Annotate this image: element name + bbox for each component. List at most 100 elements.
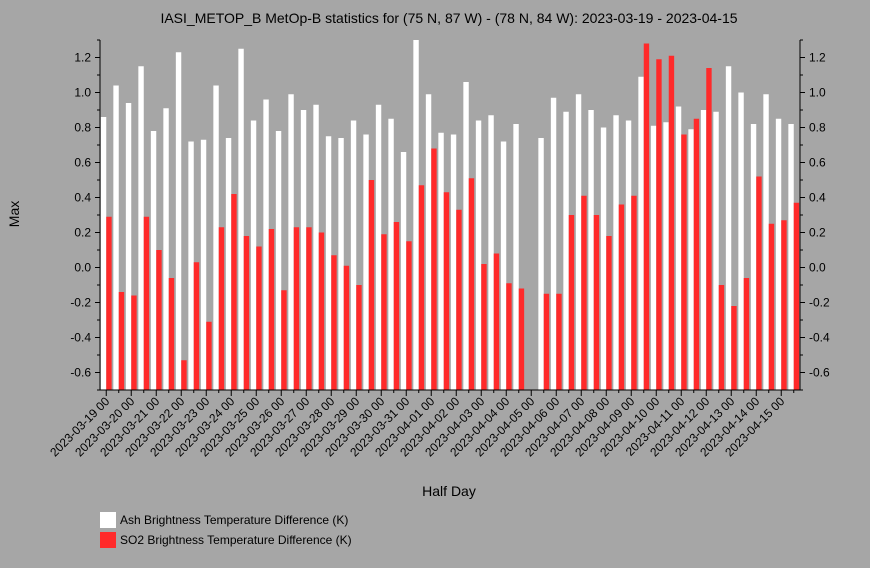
ash-bar-36 (550, 97, 557, 390)
ash-bar-52 (750, 124, 757, 390)
ash-bar-2 (125, 103, 132, 390)
so2-bar-38 (581, 195, 587, 390)
so2-bar-21 (368, 180, 375, 390)
ash-bar-18 (325, 136, 332, 390)
ash-bar-40 (600, 127, 607, 390)
so2-bar-8 (206, 321, 212, 390)
ash-bar-13 (263, 99, 269, 390)
chart-title: IASI_METOP_B MetOp-B statistics for (75 … (160, 10, 737, 26)
ash-bar-29 (463, 82, 469, 390)
so2-bar-31 (493, 253, 500, 390)
so2-bar-39 (593, 215, 600, 390)
so2-bar-14 (281, 290, 287, 390)
legend-item-so2: SO2 Brightness Temperature Difference (K… (100, 532, 352, 548)
ash-bar-45 (663, 122, 669, 390)
ash-bar-47 (688, 129, 694, 390)
so2-bar-24 (406, 241, 412, 390)
ash-bar-8 (200, 139, 207, 390)
y-tick-label-right-4: 0.2 (809, 226, 826, 240)
so2-bar-53 (768, 223, 775, 390)
y-tick-label-right-7: 0.8 (809, 121, 826, 135)
so2-bar-6 (181, 360, 187, 390)
so2-bar-3 (143, 216, 150, 390)
so2-bar-36 (556, 293, 562, 390)
so2-bar-29 (468, 178, 475, 390)
ash-bar-54 (775, 118, 782, 390)
ash-bar-21 (363, 134, 369, 390)
so2-bar-43 (643, 43, 650, 390)
so2-bar-41 (618, 204, 625, 390)
ash-bar-20 (350, 120, 357, 390)
ash-bar-39 (588, 110, 594, 390)
ash-bar-6 (175, 52, 182, 390)
ash-bar-14 (275, 131, 282, 390)
ash-bar-32 (500, 141, 507, 390)
ash-bar-10 (225, 138, 232, 390)
ash-bar-24 (400, 152, 407, 390)
so2-bar-45 (668, 55, 675, 390)
legend-label-so2: SO2 Brightness Temperature Difference (K… (120, 533, 352, 547)
so2-bar-10 (231, 194, 237, 390)
ash-bar-37 (563, 111, 569, 390)
so2-bar-35 (543, 293, 550, 390)
legend-item-ash: Ash Brightness Temperature Difference (K… (100, 512, 348, 528)
ash-bar-38 (575, 94, 582, 390)
so2-bar-23 (393, 222, 400, 390)
ash-bar-0 (100, 117, 107, 390)
y-tick-label-left-3: 0.0 (74, 261, 91, 275)
ash-bar-33 (513, 124, 519, 390)
so2-bar-0 (106, 216, 112, 390)
so2-bar-18 (331, 255, 337, 390)
ash-bar-30 (475, 120, 482, 390)
so2-bar-7 (193, 262, 200, 390)
ash-bar-22 (375, 104, 382, 390)
ash-bar-49 (713, 111, 719, 390)
so2-bar-40 (606, 236, 612, 390)
ash-bar-4 (150, 131, 157, 390)
so2-bar-4 (156, 250, 162, 390)
y-axis-label: Max (6, 201, 22, 227)
so2-bar-15 (293, 227, 300, 390)
ash-bar-35 (538, 138, 544, 390)
so2-bar-1 (118, 292, 125, 390)
y-tick-label-right-5: 0.4 (809, 191, 826, 205)
legend-label-ash: Ash Brightness Temperature Difference (K… (120, 513, 349, 527)
so2-bar-54 (781, 220, 787, 390)
bars-group (100, 40, 800, 390)
so2-bar-13 (268, 229, 275, 390)
so2-bar-30 (481, 264, 487, 390)
y-tick-label-right-1: -0.4 (809, 331, 830, 345)
y-tick-label-right-9: 1.2 (809, 51, 826, 65)
ash-bar-31 (488, 115, 494, 390)
so2-bar-52 (756, 176, 762, 390)
y-tick-label-left-1: -0.4 (70, 331, 91, 345)
legend-swatch-so2 (100, 532, 116, 548)
so2-bar-19 (343, 265, 350, 390)
ash-bar-5 (163, 108, 169, 390)
so2-bar-33 (518, 288, 525, 390)
y-tick-label-left-4: 0.2 (74, 226, 91, 240)
ash-bar-9 (213, 85, 219, 390)
y-tick-label-left-6: 0.6 (74, 156, 91, 170)
ash-bar-27 (438, 132, 444, 390)
ash-bar-25 (413, 40, 419, 390)
so2-bar-47 (693, 118, 700, 390)
ash-bar-55 (788, 124, 794, 390)
ash-bar-16 (300, 110, 307, 390)
ash-bar-43 (638, 76, 644, 390)
so2-bar-50 (731, 306, 737, 390)
ash-bar-26 (425, 94, 432, 390)
ash-bar-50 (725, 66, 732, 390)
ash-bar-42 (625, 120, 632, 390)
ash-bar-51 (738, 92, 744, 390)
y-tick-label-left-9: 1.2 (74, 51, 91, 65)
so2-bar-37 (568, 215, 575, 390)
so2-bar-11 (243, 236, 250, 390)
legend-swatch-ash (100, 512, 116, 528)
so2-bar-32 (506, 283, 512, 390)
y-tick-label-right-3: 0.0 (809, 261, 826, 275)
ash-bar-15 (288, 94, 294, 390)
ash-bar-17 (313, 104, 319, 390)
